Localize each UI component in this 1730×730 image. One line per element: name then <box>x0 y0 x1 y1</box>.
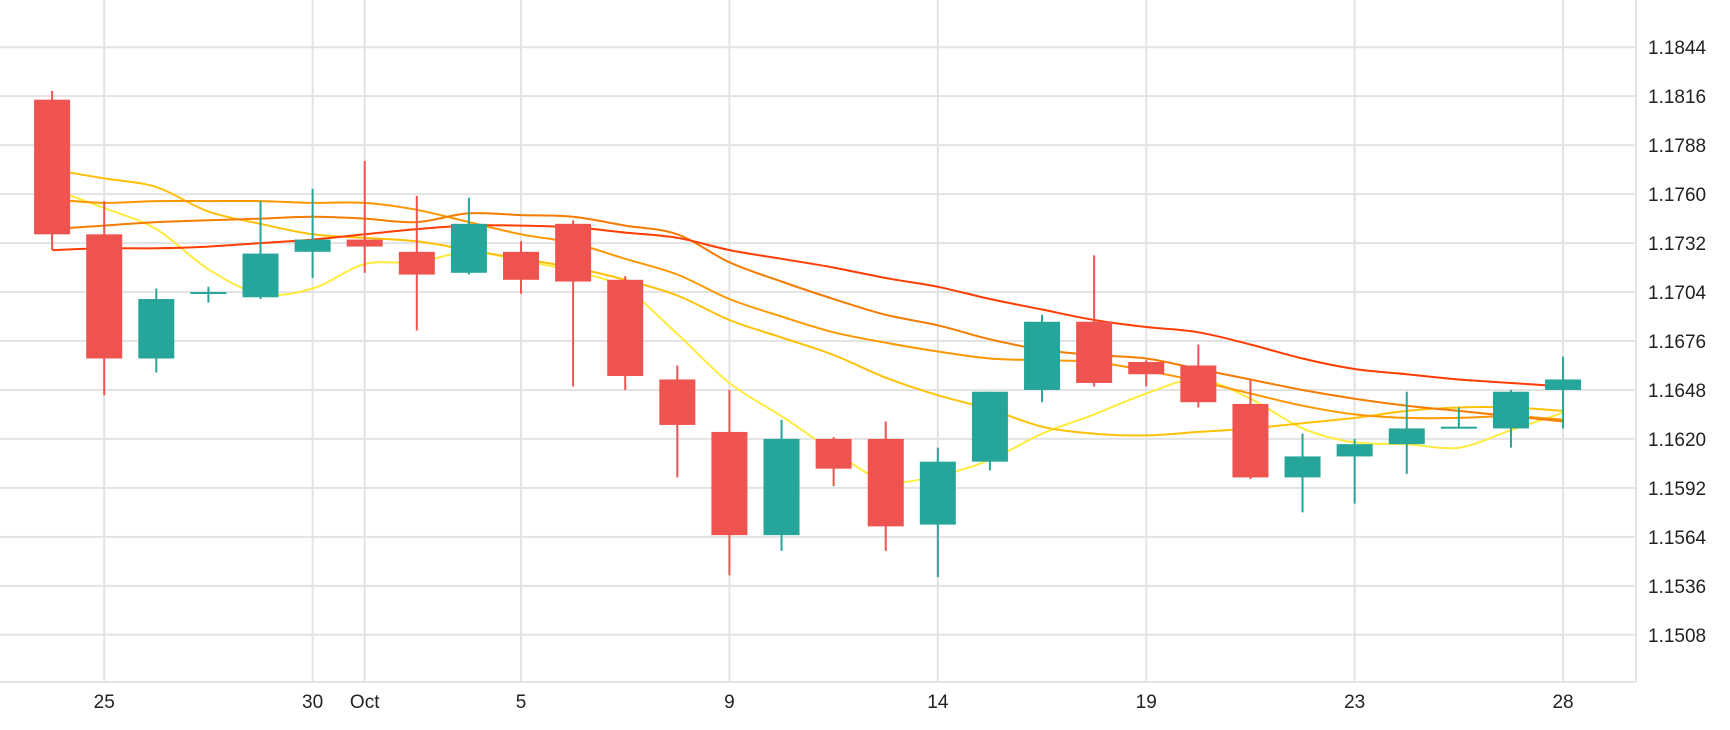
x-tick-label: 19 <box>1136 692 1157 713</box>
candle-down <box>1128 360 1165 387</box>
candle-body <box>242 253 279 298</box>
candle-body <box>450 223 487 273</box>
candle-body <box>1232 403 1269 478</box>
candle-up <box>138 288 175 373</box>
candle-body <box>971 391 1008 462</box>
x-tick-label: 23 <box>1344 692 1365 713</box>
candle-up <box>1388 391 1425 474</box>
candle-body <box>1492 391 1529 429</box>
x-tick-label: 14 <box>927 692 949 713</box>
candle-up <box>1492 389 1529 448</box>
y-tick-label: 1.1676 <box>1648 332 1706 353</box>
y-tick-label: 1.1844 <box>1648 38 1707 59</box>
y-tick-label: 1.1732 <box>1648 234 1706 255</box>
candle-body <box>346 239 383 247</box>
y-tick-label: 1.1508 <box>1648 626 1706 647</box>
candle-up <box>294 188 331 279</box>
candle-body <box>607 279 644 376</box>
candle-down <box>34 90 71 251</box>
x-tick-label: 30 <box>302 692 323 713</box>
candle-down <box>346 160 383 273</box>
candle-body <box>555 223 592 282</box>
y-tick-label: 1.1592 <box>1648 479 1706 500</box>
y-tick-label: 1.1704 <box>1648 283 1707 304</box>
moving-average-line <box>52 212 1564 423</box>
candle-down <box>1232 379 1269 480</box>
candle-body <box>1024 321 1061 390</box>
moving-average-lines <box>51 168 1564 484</box>
x-tick-label: 28 <box>1552 692 1573 713</box>
candle-down <box>867 421 904 551</box>
candle-up <box>763 419 800 551</box>
x-tick-label: Oct <box>350 692 380 713</box>
grid <box>0 0 1637 683</box>
x-tick-label: 5 <box>516 692 527 713</box>
candle-body <box>294 239 331 252</box>
y-tick-label: 1.1816 <box>1648 87 1706 108</box>
candle-body <box>1284 456 1321 478</box>
moving-average-line <box>52 224 1564 388</box>
candle-up <box>971 391 1008 471</box>
y-tick-label: 1.1620 <box>1648 430 1706 451</box>
candle-body <box>1128 361 1165 375</box>
y-tick-label: 1.1648 <box>1648 381 1706 402</box>
candle-up <box>242 201 279 300</box>
candle-up <box>1024 314 1061 403</box>
candle-down <box>398 195 435 331</box>
y-tick-label: 1.1760 <box>1648 185 1706 206</box>
y-tick-label: 1.1564 <box>1648 528 1707 549</box>
candle-body <box>815 438 852 469</box>
candles <box>34 90 1582 578</box>
candle-down <box>815 437 852 487</box>
y-tick-label: 1.1536 <box>1648 577 1706 598</box>
candle-down <box>607 276 644 390</box>
candle-down <box>555 220 592 387</box>
moving-average-line <box>52 198 1564 421</box>
candle-up <box>1284 433 1321 513</box>
candle-body <box>1388 428 1425 445</box>
candle-up <box>190 286 227 303</box>
candle-body <box>503 251 540 280</box>
candle-body <box>867 438 904 527</box>
candle-body <box>190 292 227 295</box>
candle-body <box>763 438 800 536</box>
candle-body <box>1545 379 1582 390</box>
candle-body <box>86 234 123 359</box>
candle-down <box>86 201 123 396</box>
y-tick-label: 1.1788 <box>1648 136 1706 157</box>
candle-body <box>34 99 71 235</box>
candle-down <box>1180 344 1217 408</box>
candle-down <box>503 241 540 294</box>
candle-body <box>1440 426 1477 429</box>
x-tick-label: 25 <box>94 692 115 713</box>
candle-down <box>1076 255 1113 387</box>
candle-body <box>919 461 956 525</box>
moving-average-line <box>51 187 1564 484</box>
candle-body <box>398 251 435 275</box>
candle-body <box>1180 365 1217 403</box>
candle-body <box>1336 444 1373 457</box>
candle-up <box>1545 356 1582 429</box>
candle-body <box>1076 321 1113 383</box>
candle-up <box>1336 438 1373 504</box>
moving-average-line <box>51 168 1564 437</box>
candle-down <box>711 389 748 576</box>
candle-body <box>138 299 175 359</box>
x-tick-label: 9 <box>724 692 735 713</box>
candle-up <box>1440 407 1477 429</box>
candle-up <box>919 447 956 578</box>
axes: 1.1844 1.1816 1.1788 1.1760 1.1732 1.1704 1.16… <box>94 38 1707 713</box>
candle-down <box>659 365 696 478</box>
candle-body <box>711 431 748 536</box>
candle-up <box>450 197 487 275</box>
candle-body <box>659 379 696 425</box>
